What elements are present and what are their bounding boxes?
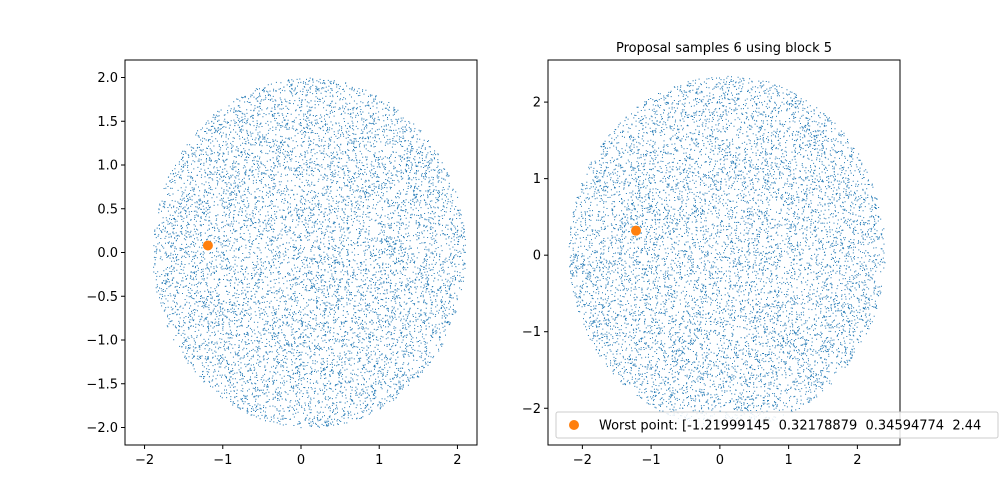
right-scatter-plot: Proposal samples 6 using block 5 −2 −1 0 1 2… bbox=[522, 41, 999, 468]
legend-entry-label: Worst point: [-1.21999145 0.32178879 0.3… bbox=[599, 419, 981, 434]
left-xtick-label: −1 bbox=[213, 453, 232, 468]
right-ytick-label: 1 bbox=[533, 172, 541, 187]
left-xtick-label: −2 bbox=[135, 453, 154, 468]
right-ytick-label: −2 bbox=[522, 402, 541, 417]
left-ytick-label: −1.5 bbox=[86, 377, 118, 392]
left-xtick-label: 1 bbox=[375, 453, 383, 468]
left-xtick-label: 0 bbox=[297, 453, 305, 468]
right-plot-legend: Worst point: [-1.21999145 0.32178879 0.3… bbox=[555, 411, 999, 439]
legend-box bbox=[555, 411, 999, 439]
left-xtick-label: 2 bbox=[453, 453, 461, 468]
right-sample-cloud bbox=[568, 75, 886, 428]
right-worst-point-marker bbox=[631, 225, 641, 236]
right-xtick-label: 2 bbox=[853, 453, 861, 468]
right-plot-samples bbox=[568, 75, 886, 428]
left-worst-point-marker bbox=[202, 240, 213, 251]
right-plot-worst-point bbox=[631, 225, 641, 236]
right-plot-frame bbox=[547, 59, 901, 446]
left-plot-x-axis: −2 −1 0 1 2 bbox=[135, 445, 462, 468]
left-scatter-plot: −2 −1 0 1 2 −2.0 −1.5 −1.0 −0.5 0.0 0.5 1.0 1.5 2.0 bbox=[86, 59, 478, 468]
right-xtick-label: −2 bbox=[573, 453, 592, 468]
left-ytick-label: 2.0 bbox=[97, 71, 118, 86]
left-ytick-label: −1.0 bbox=[86, 334, 118, 349]
left-ytick-label: 0.5 bbox=[97, 202, 118, 217]
left-plot-y-axis: −2.0 −1.5 −1.0 −0.5 0.0 0.5 1.0 1.5 2.0 bbox=[86, 71, 125, 436]
right-plot-x-axis: −2 −1 0 1 2 bbox=[573, 445, 862, 468]
right-xtick-label: −1 bbox=[642, 453, 661, 468]
left-ytick-label: 0.0 bbox=[97, 246, 118, 261]
right-ytick-label: −1 bbox=[522, 325, 541, 340]
left-ytick-label: −0.5 bbox=[86, 290, 118, 305]
legend-marker bbox=[569, 420, 579, 430]
left-ytick-label: 1.5 bbox=[97, 115, 118, 130]
left-ytick-label: 1.0 bbox=[97, 159, 118, 174]
right-xtick-label: 1 bbox=[784, 453, 792, 468]
right-ytick-label: 0 bbox=[533, 249, 541, 264]
right-xtick-label: 0 bbox=[716, 453, 724, 468]
right-plot-title: Proposal samples 6 using block 5 bbox=[616, 41, 832, 56]
left-ytick-label: −2.0 bbox=[86, 421, 118, 436]
left-plot-worst-point bbox=[202, 240, 213, 251]
right-ytick-label: 2 bbox=[533, 96, 541, 111]
right-plot-y-axis: −2 −1 0 1 2 bbox=[522, 96, 548, 417]
